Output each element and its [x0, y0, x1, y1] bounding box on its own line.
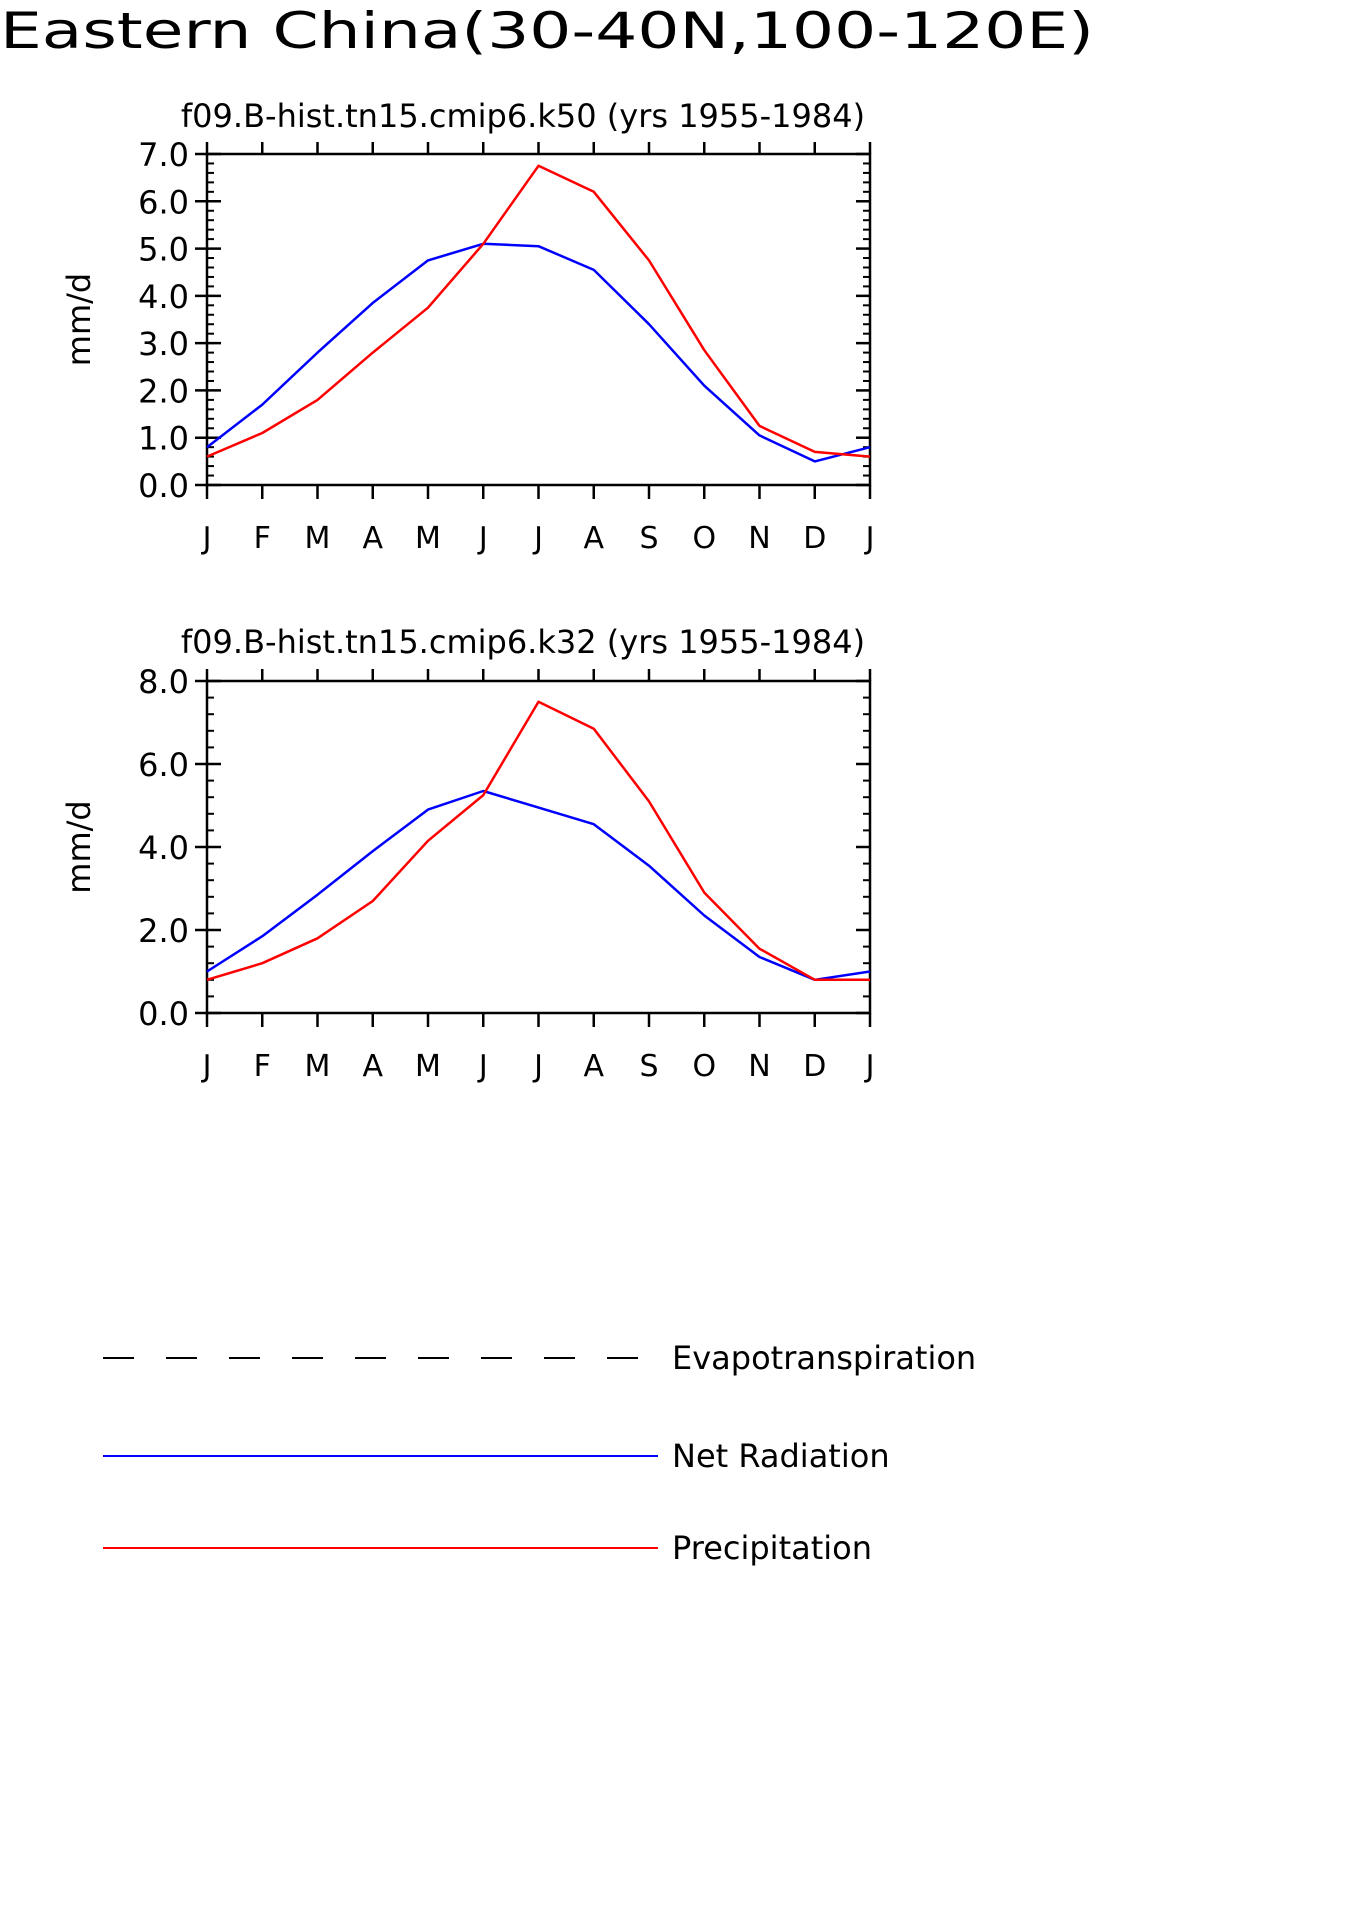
x-tick-label: M: [305, 1049, 331, 1084]
x-tick-label: O: [692, 521, 716, 556]
x-tick-label: J: [864, 521, 875, 556]
charts-group: f09.B-hist.tn15.cmip6.k50 (yrs 1955-1984…: [60, 97, 874, 1084]
x-tick-label: A: [362, 1049, 383, 1084]
y-tick-label: 2.0: [138, 372, 189, 410]
x-tick-label: D: [803, 1049, 826, 1084]
legend-item-evapotranspiration: Evapotranspiration: [103, 1339, 976, 1377]
chart-title: f09.B-hist.tn15.cmip6.k32 (yrs 1955-1984…: [181, 623, 865, 661]
series-line-net-radiation: [206, 789, 871, 982]
x-tick-label: N: [748, 1049, 770, 1084]
x-tick-label: F: [254, 1049, 271, 1084]
series-line-net-radiation: [206, 242, 871, 463]
x-tick-label: J: [201, 521, 212, 556]
x-tick-label: J: [864, 1049, 875, 1084]
y-tick-label: 3.0: [138, 325, 189, 363]
x-tick-label: J: [201, 1049, 212, 1084]
legend-label: Precipitation: [672, 1529, 872, 1567]
figure: Eastern China(30-40N,100-120E) f09.B-his…: [0, 2, 1094, 1567]
chart-panel-1: f09.B-hist.tn15.cmip6.k50 (yrs 1955-1984…: [60, 97, 874, 556]
y-tick-label: 6.0: [138, 183, 189, 221]
x-tick-label: F: [254, 521, 271, 556]
y-tick-label: 7.0: [138, 136, 189, 174]
y-tick-label: 0.0: [138, 467, 189, 505]
y-tick-label: 1.0: [138, 420, 189, 458]
legend-label: Evapotranspiration: [672, 1339, 976, 1377]
x-tick-label: J: [532, 521, 543, 556]
y-tick-label: 5.0: [138, 231, 189, 269]
x-tick-label: D: [803, 521, 826, 556]
legend-item-precipitation: Precipitation: [103, 1529, 872, 1567]
plot-frame: [205, 679, 872, 1015]
x-tick-label: M: [415, 521, 441, 556]
x-tick-label: A: [583, 521, 604, 556]
legend-label: Net Radiation: [672, 1437, 890, 1475]
y-tick-label: 8.0: [138, 663, 189, 701]
figure-title: Eastern China(30-40N,100-120E): [0, 2, 1094, 60]
x-tick-label: J: [532, 1049, 543, 1084]
x-tick-label: N: [748, 521, 770, 556]
plot-frame: [205, 152, 872, 487]
y-tick-label: 4.0: [138, 278, 189, 316]
x-tick-label: S: [639, 1049, 658, 1084]
legend-item-net-radiation: Net Radiation: [103, 1437, 890, 1475]
figure-canvas: Eastern China(30-40N,100-120E) f09.B-his…: [0, 2, 1094, 1567]
x-tick-label: M: [305, 521, 331, 556]
x-tick-label: J: [477, 1049, 488, 1084]
x-tick-label: M: [415, 1049, 441, 1084]
x-tick-label: S: [639, 521, 658, 556]
y-tick-label: 4.0: [138, 829, 189, 867]
x-tick-label: A: [362, 521, 383, 556]
x-tick-label: O: [692, 1049, 716, 1084]
y-tick-label: 0.0: [138, 995, 189, 1033]
legend: Evapotranspiration Net Radiation Precipita…: [103, 1339, 976, 1567]
y-axis-label: mm/d: [60, 273, 98, 366]
x-tick-label: A: [583, 1049, 604, 1084]
y-tick-label: 2.0: [138, 912, 189, 950]
y-tick-label: 6.0: [138, 746, 189, 784]
chart-title: f09.B-hist.tn15.cmip6.k50 (yrs 1955-1984…: [181, 97, 865, 135]
series-line-precipitation: [206, 700, 870, 982]
chart-panel-2: f09.B-hist.tn15.cmip6.k32 (yrs 1955-1984…: [60, 623, 874, 1084]
y-axis-label: mm/d: [60, 800, 98, 893]
x-tick-label: J: [477, 521, 488, 556]
series-line-precipitation: [206, 164, 871, 458]
